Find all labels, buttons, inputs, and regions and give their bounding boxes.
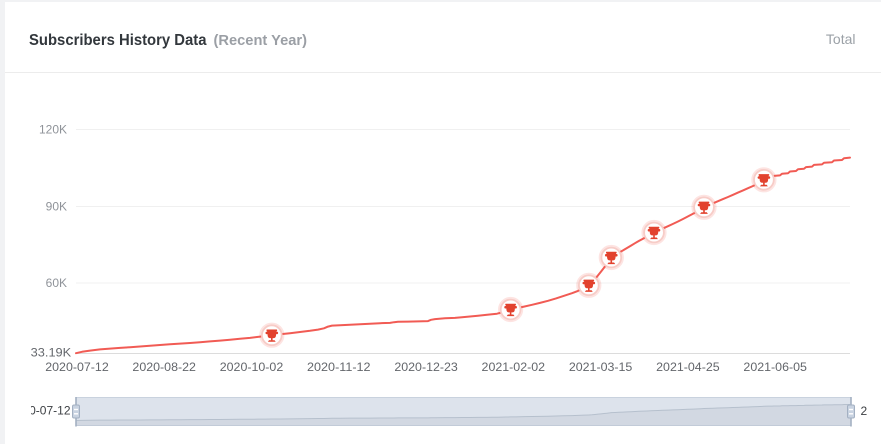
svg-text:2021-02-02: 2021-02-02 <box>482 360 546 374</box>
svg-text:2021-04-25: 2021-04-25 <box>656 360 720 374</box>
svg-text:33.19K: 33.19K <box>31 346 72 360</box>
svg-text:(Recent Year): (Recent Year) <box>214 32 308 49</box>
svg-text:2021-03-15: 2021-03-15 <box>569 360 633 374</box>
svg-text:2020-08-22: 2020-08-22 <box>132 360 196 374</box>
svg-text:Total: Total <box>826 31 856 47</box>
svg-text:2: 2 <box>861 404 868 418</box>
svg-text:60K: 60K <box>46 276 67 290</box>
svg-text:2020-07-12: 2020-07-12 <box>9 404 71 418</box>
svg-text:120K: 120K <box>39 123 67 137</box>
svg-text:2020-12-23: 2020-12-23 <box>394 360 458 374</box>
svg-text:Subscribers History Data: Subscribers History Data <box>29 32 207 49</box>
svg-text:2020-10-02: 2020-10-02 <box>220 360 284 374</box>
svg-text:2020-07-12: 2020-07-12 <box>45 360 109 374</box>
svg-text:2020-11-12: 2020-11-12 <box>307 360 371 374</box>
svg-text:2021-06-05: 2021-06-05 <box>743 360 807 374</box>
svg-text:90K: 90K <box>46 200 67 214</box>
